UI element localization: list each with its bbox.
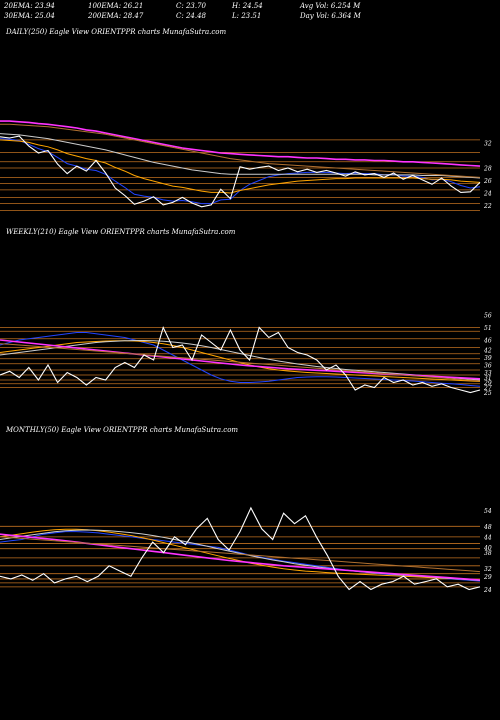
y-tick-label: 38	[484, 550, 492, 557]
moving-average-line	[0, 133, 481, 179]
y-tick-label: 32	[484, 566, 492, 573]
price-series-line	[0, 506, 481, 591]
moving-average-line	[0, 536, 481, 573]
y-tick-label: 26	[483, 178, 492, 185]
moving-average-line	[0, 138, 481, 205]
price-series-line	[0, 325, 481, 394]
y-tick-label: 29	[483, 380, 492, 387]
y-tick-label: 48	[483, 524, 492, 531]
y-tick-label: 25	[483, 390, 492, 397]
y-tick-label: 56	[484, 313, 492, 320]
monthly-panel-title: MONTHLY(50) Eagle View ORIENTPPR charts …	[6, 426, 239, 434]
y-tick-label: 51	[484, 325, 492, 332]
low-value: L: 23.51	[232, 12, 262, 20]
y-tick-label: 33	[484, 370, 492, 377]
y-tick-label: 40	[483, 545, 492, 552]
moving-average-line	[0, 139, 481, 194]
y-tick-label: 42	[483, 348, 492, 355]
y-tick-label: 54	[484, 508, 492, 515]
y-tick-label: 24	[483, 587, 492, 594]
day-vol-value: Day Vol: 6.364 M	[300, 12, 361, 20]
moving-average-line	[0, 120, 481, 167]
ema30-value: 30EMA: 25.04	[4, 12, 55, 20]
open-value: C: 24.48	[176, 12, 206, 20]
moving-average-line	[0, 123, 481, 178]
price-series-line	[0, 135, 481, 208]
y-tick-label: 31	[484, 375, 492, 382]
y-tick-label: 22	[483, 203, 492, 210]
ema200-value: 200EMA: 28.47	[88, 12, 144, 20]
y-tick-label: 27	[483, 385, 492, 392]
y-tick-label: 36	[484, 363, 492, 370]
y-tick-label: 24	[483, 191, 492, 198]
moving-average-line	[0, 529, 481, 581]
weekly-panel-title: WEEKLY(210) Eagle View ORIENTPPR charts …	[6, 228, 236, 236]
close-value: C: 23.70	[176, 2, 206, 10]
y-tick-label: 44	[483, 534, 492, 541]
ema100-value: 100EMA: 26.21	[88, 2, 144, 10]
y-tick-label: 39	[484, 355, 492, 362]
high-value: H: 24.54	[232, 2, 263, 10]
y-tick-label: 28	[483, 166, 492, 173]
y-tick-label: 46	[483, 338, 492, 345]
avg-vol-value: Avg Vol: 6.254 M	[300, 2, 361, 10]
moving-average-line	[0, 533, 481, 581]
ema20-value: 20EMA: 23.94	[4, 2, 55, 10]
y-tick-label: 29	[483, 574, 492, 581]
daily-panel-title: DAILY(250) Eagle View ORIENTPPR charts M…	[6, 28, 227, 36]
moving-average-line	[0, 343, 481, 382]
moving-average-line	[0, 340, 481, 381]
y-tick-label: 32	[484, 141, 492, 148]
daily-chart: 32 28 26 24 22	[0, 120, 492, 211]
